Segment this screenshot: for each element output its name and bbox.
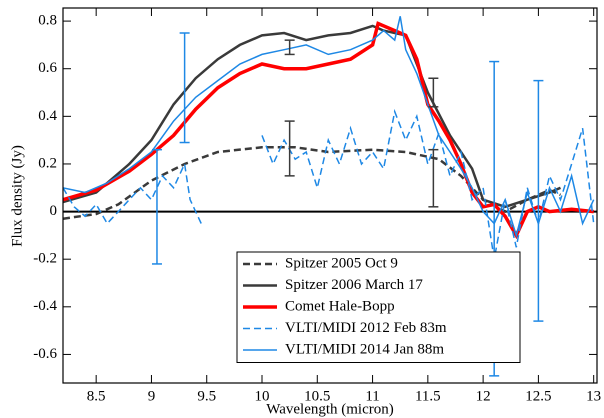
legend-box [236, 251, 521, 363]
y-tick-label: -0.6 [33, 346, 57, 362]
x-tick-label: 13 [586, 388, 601, 404]
x-tick-label: 9.5 [197, 388, 216, 404]
x-tick-label: 11 [365, 388, 379, 404]
y-axis-label: Flux density (Jy) [9, 145, 25, 247]
series-line [63, 146, 561, 220]
error-bar [151, 148, 162, 265]
legend-label: Comet Hale-Bopp [285, 298, 395, 314]
x-tick-label: 10 [255, 388, 270, 404]
y-tick-label: -0.2 [33, 251, 57, 267]
y-tick-label: 0.6 [38, 60, 57, 76]
error-bar [284, 39, 295, 56]
x-axis-label: Wavelength (micron) [266, 401, 394, 417]
y-tick-label: 0 [50, 203, 58, 219]
x-tick-label: 11.5 [415, 388, 441, 404]
error-bar [179, 32, 190, 144]
error-bar [428, 148, 439, 208]
error-bar [428, 77, 439, 108]
legend-label: Spitzer 2005 Oct 9 [285, 255, 398, 271]
series-line [63, 21, 594, 240]
y-tick-label: 0.2 [38, 155, 57, 171]
y-tick-label: 0.4 [38, 108, 57, 124]
error-bar [533, 79, 544, 322]
x-tick-label: 12.5 [525, 388, 551, 404]
legend-label: VLTI/MIDI 2012 Feb 83m [285, 320, 447, 336]
error-bar [284, 120, 295, 177]
y-tick-label: 0.8 [38, 13, 57, 29]
series-line [63, 16, 595, 239]
x-tick-label: 12 [476, 388, 491, 404]
legend-label: VLTI/MIDI 2014 Jan 88m [285, 341, 444, 357]
x-tick-label: 10.5 [304, 388, 330, 404]
series-line [63, 24, 561, 209]
y-tick-label: -0.4 [33, 298, 57, 314]
plot-frame [62, 7, 598, 384]
x-tick-label: 8.5 [87, 388, 106, 404]
x-tick-label: 9 [148, 388, 156, 404]
legend-label: Spitzer 2006 March 17 [285, 277, 423, 293]
